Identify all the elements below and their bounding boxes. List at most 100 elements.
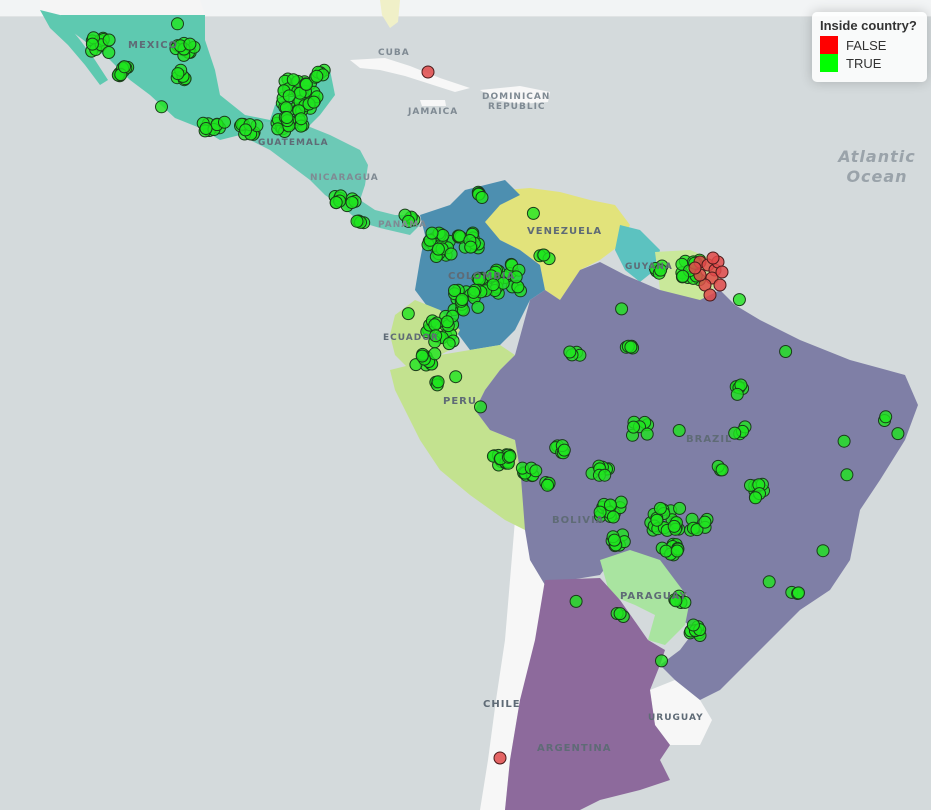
point-inside-true[interactable]: [670, 544, 684, 558]
point-inside-true[interactable]: [541, 478, 554, 492]
point-inside-true[interactable]: [440, 315, 454, 329]
point-inside-true[interactable]: [199, 122, 213, 135]
point-inside-true[interactable]: [239, 123, 253, 137]
point-inside-true[interactable]: [879, 410, 893, 424]
point-inside-true[interactable]: [715, 463, 729, 477]
point-inside-false[interactable]: [493, 751, 507, 765]
point-inside-true[interactable]: [627, 420, 640, 434]
point-inside-true[interactable]: [732, 293, 746, 307]
point-inside-true[interactable]: [436, 228, 450, 242]
point-inside-true[interactable]: [840, 468, 854, 482]
point-inside-true[interactable]: [603, 498, 617, 512]
point-inside-true[interactable]: [415, 349, 429, 363]
point-inside-true[interactable]: [102, 33, 116, 47]
point-inside-true[interactable]: [444, 247, 458, 261]
point-inside-true[interactable]: [282, 89, 296, 103]
point-inside-true[interactable]: [429, 329, 443, 343]
point-inside-true[interactable]: [593, 505, 607, 519]
point-inside-true[interactable]: [329, 196, 343, 209]
point-inside-true[interactable]: [667, 519, 681, 533]
point-inside-true[interactable]: [350, 214, 364, 228]
point-inside-true[interactable]: [475, 191, 489, 204]
point-inside-true[interactable]: [557, 443, 571, 457]
point-inside-true[interactable]: [792, 586, 805, 600]
point-inside-true[interactable]: [425, 226, 439, 240]
point-inside-true[interactable]: [448, 284, 461, 297]
point-inside-true[interactable]: [698, 515, 712, 529]
point-inside-true[interactable]: [431, 242, 445, 256]
point-inside-true[interactable]: [431, 375, 445, 389]
point-inside-true[interactable]: [218, 115, 231, 129]
point-inside-false[interactable]: [688, 261, 702, 275]
point-inside-true[interactable]: [672, 424, 686, 437]
point-inside-true[interactable]: [401, 307, 415, 321]
point-inside-true[interactable]: [655, 654, 668, 668]
point-inside-true[interactable]: [442, 337, 456, 351]
point-inside-true[interactable]: [307, 95, 321, 109]
point-inside-false[interactable]: [706, 251, 720, 265]
point-inside-true[interactable]: [402, 214, 415, 228]
point-inside-true[interactable]: [607, 533, 621, 547]
point-inside-false[interactable]: [421, 65, 435, 79]
point-inside-true[interactable]: [102, 46, 116, 59]
point-inside-true[interactable]: [449, 370, 463, 384]
point-inside-true[interactable]: [183, 37, 197, 51]
point-inside-true[interactable]: [280, 111, 294, 124]
point-inside-true[interactable]: [728, 426, 742, 440]
point-inside-true[interactable]: [650, 513, 664, 527]
point-inside-true[interactable]: [509, 270, 523, 284]
point-inside-true[interactable]: [749, 491, 762, 505]
point-inside-true[interactable]: [613, 607, 627, 621]
point-inside-true[interactable]: [606, 510, 620, 524]
point-inside-true[interactable]: [85, 37, 99, 51]
point-inside-true[interactable]: [299, 77, 313, 91]
point-inside-true[interactable]: [569, 594, 583, 608]
point-inside-true[interactable]: [171, 17, 184, 31]
point-inside-true[interactable]: [467, 285, 481, 299]
point-inside-true[interactable]: [310, 69, 324, 83]
point-inside-false[interactable]: [715, 265, 729, 279]
point-inside-true[interactable]: [503, 449, 517, 463]
point-inside-true[interactable]: [837, 434, 851, 448]
point-inside-true[interactable]: [640, 427, 654, 441]
point-inside-true[interactable]: [171, 67, 185, 81]
point-inside-true[interactable]: [891, 427, 905, 441]
point-inside-true[interactable]: [563, 345, 577, 359]
point-inside-true[interactable]: [653, 501, 667, 515]
point-inside-true[interactable]: [676, 269, 690, 283]
point-inside-true[interactable]: [529, 464, 543, 478]
point-inside-true[interactable]: [345, 196, 359, 209]
point-inside-true[interactable]: [464, 240, 478, 254]
point-inside-true[interactable]: [779, 345, 793, 358]
point-inside-true[interactable]: [155, 100, 168, 114]
point-inside-true[interactable]: [673, 501, 687, 515]
point-inside-true[interactable]: [686, 618, 700, 632]
point-inside-true[interactable]: [598, 468, 612, 482]
point-inside-true[interactable]: [690, 523, 704, 537]
point-inside-true[interactable]: [624, 340, 638, 354]
point-inside-true[interactable]: [455, 293, 469, 306]
point-inside-true[interactable]: [730, 387, 744, 401]
point-inside-true[interactable]: [659, 544, 673, 558]
point-inside-true[interactable]: [816, 544, 830, 558]
point-inside-true[interactable]: [286, 73, 300, 87]
top-bar: [0, 0, 931, 17]
point-inside-true[interactable]: [118, 60, 131, 74]
point-inside-true[interactable]: [474, 400, 487, 414]
point-inside-true[interactable]: [294, 112, 308, 126]
point-inside-false[interactable]: [703, 288, 717, 302]
point-inside-true[interactable]: [471, 300, 485, 314]
point-inside-true[interactable]: [537, 248, 551, 262]
point-inside-true[interactable]: [526, 206, 540, 220]
point-inside-true[interactable]: [654, 263, 668, 277]
point-inside-true[interactable]: [271, 122, 285, 136]
point-inside-true[interactable]: [614, 495, 628, 509]
point-inside-true[interactable]: [615, 302, 629, 316]
point-inside-true[interactable]: [669, 594, 683, 608]
point-inside-false[interactable]: [713, 278, 727, 292]
point-inside-true[interactable]: [762, 575, 776, 589]
point-inside-true[interactable]: [486, 278, 500, 292]
point-inside-true[interactable]: [428, 318, 442, 332]
